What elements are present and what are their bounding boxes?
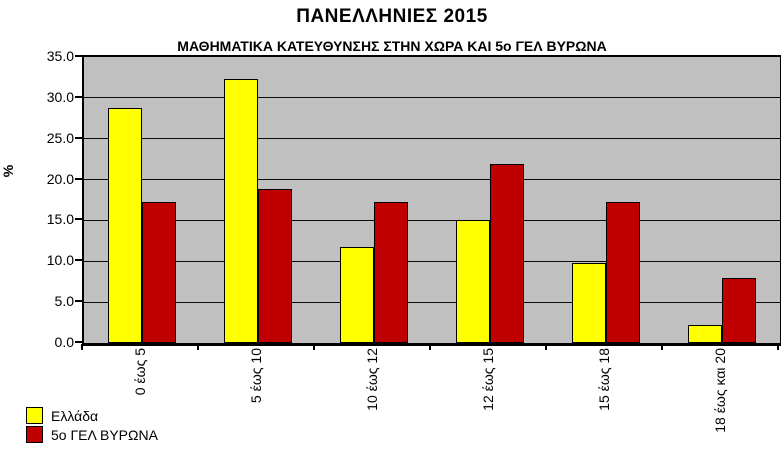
gridline-15 <box>84 219 780 221</box>
x-tick-label: 5 έως 10 <box>248 348 264 404</box>
y-tick-label: 25.0 <box>46 129 74 146</box>
y-tick-mark <box>75 136 82 139</box>
x-tick-mark <box>429 344 431 350</box>
gridline-25 <box>84 138 780 140</box>
x-tick-label: 0 έως 5 <box>132 348 148 396</box>
chart-title: ΠΑΝΕΛΛΗΝΙΕΣ 2015 <box>296 6 488 27</box>
legend-swatch <box>26 407 43 424</box>
bar-5ο ΓΕΛ ΒΥΡΩΝΑ-18 έως και 20 <box>722 278 756 343</box>
bar-Ελλάδα-15 έως 18 <box>572 263 606 343</box>
x-tick-label: 18 έως και 20 <box>712 348 728 433</box>
bar-5ο ΓΕΛ ΒΥΡΩΝΑ-0 έως 5 <box>142 202 176 343</box>
legend: Ελλάδα 5ο ΓΕΛ ΒΥΡΩΝΑ <box>26 406 158 444</box>
plot-area <box>82 55 781 346</box>
bar-5ο ΓΕΛ ΒΥΡΩΝΑ-15 έως 18 <box>606 202 640 343</box>
x-tick-label: 15 έως 18 <box>596 348 612 411</box>
bar-Ελλάδα-0 έως 5 <box>108 108 142 343</box>
x-tick-mark <box>313 344 315 350</box>
bar-Ελλάδα-12 έως 15 <box>456 220 490 343</box>
y-axis-title: % <box>0 164 17 178</box>
y-tick-label: 15.0 <box>46 211 74 228</box>
y-tick-label: 35.0 <box>46 48 74 64</box>
x-tick-mark <box>777 344 779 350</box>
bar-Ελλάδα-10 έως 12 <box>340 247 374 343</box>
gridline-10 <box>84 260 780 262</box>
bar-5ο ΓΕΛ ΒΥΡΩΝΑ-10 έως 12 <box>374 202 408 343</box>
legend-swatch <box>26 426 43 443</box>
bar-5ο ΓΕΛ ΒΥΡΩΝΑ-12 έως 15 <box>490 164 524 343</box>
legend-label: 5ο ΓΕΛ ΒΥΡΩΝΑ <box>51 426 158 443</box>
legend-item: Ελλάδα <box>26 406 158 425</box>
gridline-5 <box>84 301 780 303</box>
y-tick-label: 20.0 <box>46 170 74 187</box>
y-tick-mark <box>75 95 82 98</box>
x-tick-mark <box>661 344 663 350</box>
gridline-30 <box>84 97 780 99</box>
y-tick-label: 5.0 <box>54 293 74 310</box>
legend-label: Ελλάδα <box>51 407 99 424</box>
x-tick-label: 12 έως 15 <box>480 348 496 411</box>
bar-Ελλάδα-5 έως 10 <box>224 79 258 343</box>
x-tick-mark <box>197 344 199 350</box>
y-tick-label: 10.0 <box>46 252 74 269</box>
y-tick-mark <box>75 177 82 180</box>
gridline-20 <box>84 179 780 181</box>
x-tick-label: 10 έως 12 <box>364 348 380 411</box>
y-tick-label: 30.0 <box>46 88 74 105</box>
y-tick-label: 0.0 <box>54 334 74 350</box>
y-tick-mark <box>75 218 82 221</box>
y-tick-mark <box>75 300 82 303</box>
x-tick-mark <box>81 344 83 350</box>
x-tick-mark <box>545 344 547 350</box>
bar-5ο ΓΕΛ ΒΥΡΩΝΑ-5 έως 10 <box>258 189 292 343</box>
bar-Ελλάδα-18 έως και 20 <box>688 325 722 343</box>
chart-subtitle: ΜΑΘΗΜΑΤΙΚΑ ΚΑΤΕΥΘΥΝΣΗΣ ΣΤΗΝ ΧΩΡΑ ΚΑΙ 5ο … <box>177 38 607 54</box>
y-tick-mark <box>75 55 82 57</box>
legend-item: 5ο ΓΕΛ ΒΥΡΩΝΑ <box>26 425 158 444</box>
y-tick-mark <box>75 259 82 262</box>
y-tick-mark <box>75 341 82 343</box>
